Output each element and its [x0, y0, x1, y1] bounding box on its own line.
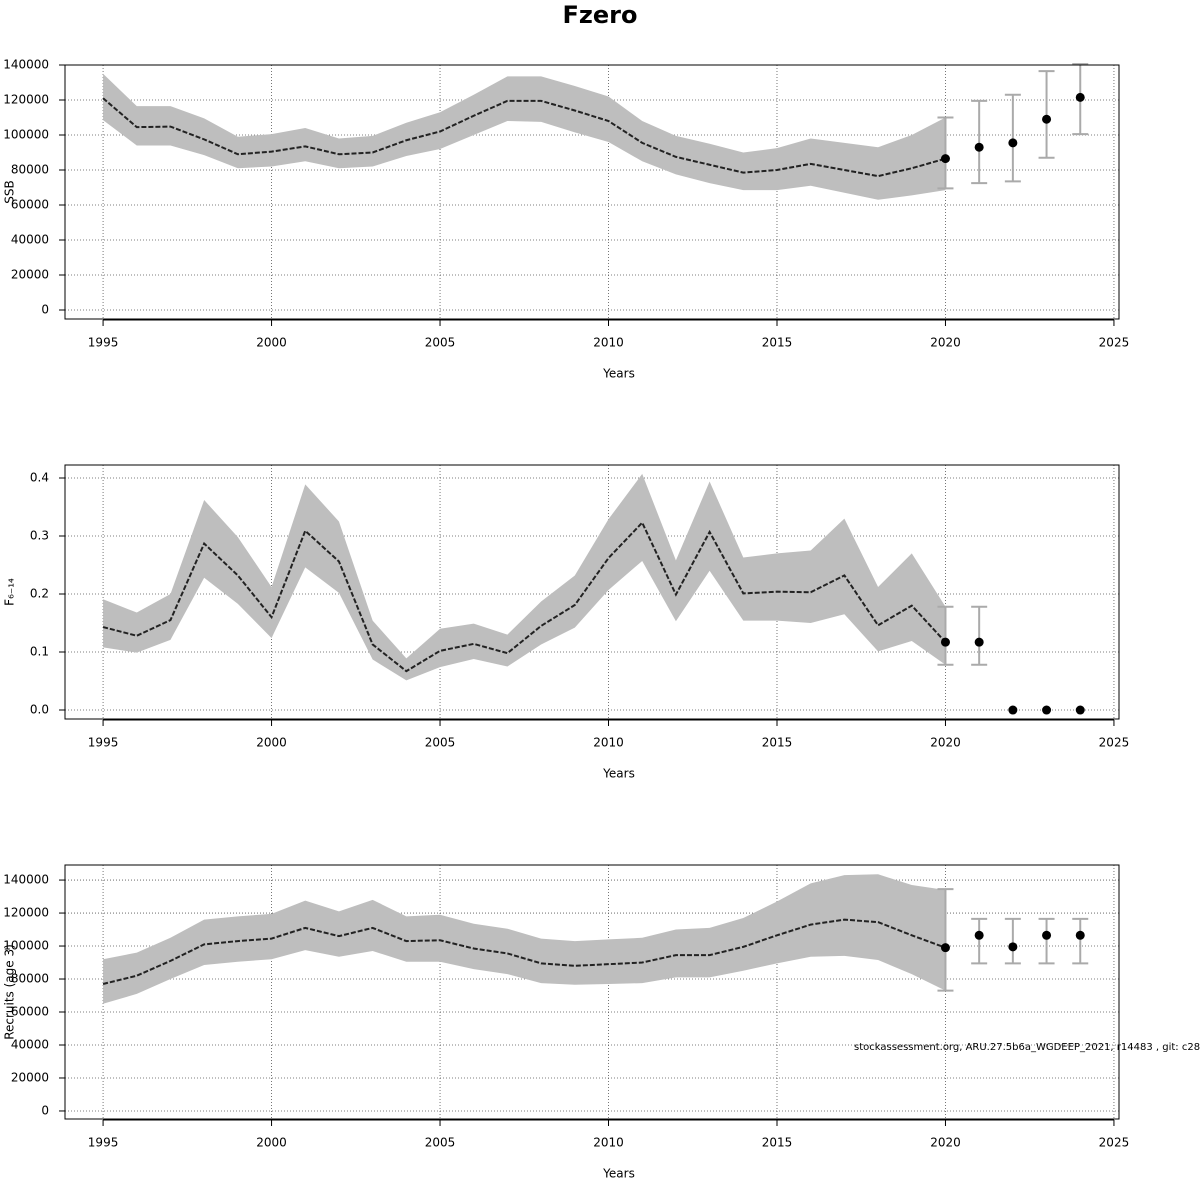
x-tick-label: 2005 — [425, 1136, 456, 1150]
y-tick-label: 0 — [41, 1103, 49, 1117]
x-axis-label: Years — [602, 767, 635, 781]
x-tick-label: 2020 — [930, 336, 961, 350]
estimate-line — [102, 520, 947, 673]
x-tick-label: 2000 — [256, 336, 287, 350]
y-tick-label: 0.4 — [30, 470, 49, 484]
x-tick-label: 2010 — [593, 736, 624, 750]
projection-point — [974, 930, 984, 940]
y-tick-label: 0.1 — [30, 645, 49, 659]
projection-point — [1042, 114, 1052, 124]
y-tick-label: 120000 — [3, 906, 49, 920]
projection — [937, 63, 1089, 190]
y-tick-label: 40000 — [11, 1037, 49, 1051]
y-tick-label: 120000 — [3, 92, 49, 106]
y-axis-label: Recruits (age 3) — [3, 944, 17, 1040]
x-axis-label: Years — [602, 367, 635, 381]
estimate-line — [102, 97, 946, 178]
y-tick-label: 40000 — [11, 232, 49, 246]
y-tick-label: 60000 — [11, 197, 49, 211]
x-tick-label: 1995 — [88, 736, 119, 750]
y-axis-label: F₆₋₁₄ — [3, 578, 17, 606]
x-tick-label: 2025 — [1099, 336, 1130, 350]
projection — [937, 605, 988, 666]
projection — [937, 888, 1089, 992]
y-tick-label: 80000 — [11, 162, 49, 176]
x-tick-label: 2000 — [256, 736, 287, 750]
y-tick-label: 0.2 — [30, 587, 49, 601]
projection-point — [1075, 705, 1085, 715]
x-tick-label: 2020 — [930, 1136, 961, 1150]
y-axis-label: SSB — [3, 180, 17, 203]
x-axis-label: Years — [602, 1167, 635, 1181]
plot-box — [64, 864, 1120, 1120]
confidence-band — [103, 73, 946, 200]
y-tick-label: 0 — [41, 302, 49, 316]
projection-point — [1042, 930, 1052, 940]
plot-box — [64, 464, 1120, 720]
confidence-band — [103, 473, 946, 681]
x-tick-label: 2015 — [762, 1136, 793, 1150]
projection-point — [1008, 705, 1018, 715]
x-tick-label: 2025 — [1099, 736, 1130, 750]
x-tick-label: 2025 — [1099, 1136, 1130, 1150]
projection-point — [974, 637, 984, 647]
projection-point — [940, 637, 950, 647]
projection-point — [940, 943, 950, 953]
plot-box — [64, 64, 1120, 320]
y-tick-label: 80000 — [11, 972, 49, 986]
projection-point — [1008, 942, 1018, 952]
y-tick-label: 20000 — [11, 267, 49, 281]
projection-point — [1008, 138, 1018, 148]
projection-point — [1075, 930, 1085, 940]
y-tick-label: 0.3 — [30, 528, 49, 542]
x-tick-label: 2010 — [593, 336, 624, 350]
x-tick-label: 2015 — [762, 736, 793, 750]
x-tick-label: 1995 — [88, 336, 119, 350]
x-tick-label: 2020 — [930, 736, 961, 750]
x-tick-label: 2005 — [425, 336, 456, 350]
x-tick-label: 2015 — [762, 336, 793, 350]
x-tick-label: 2000 — [256, 1136, 287, 1150]
y-tick-label: 140000 — [3, 58, 49, 72]
projection-point — [974, 142, 984, 152]
y-tick-label: 140000 — [3, 873, 49, 887]
x-tick-label: 1995 — [88, 1136, 119, 1150]
y-tick-label: 0.0 — [30, 703, 49, 717]
confidence-band — [103, 874, 946, 1004]
x-tick-label: 2010 — [593, 1136, 624, 1150]
y-tick-label: 20000 — [11, 1070, 49, 1084]
annotation: stockassessment.org, ARU.27.5b6a_WGDEEP_… — [854, 1042, 1200, 1053]
y-tick-label: 100000 — [3, 127, 49, 141]
projection-point — [940, 154, 950, 164]
estimate-line — [102, 918, 946, 985]
y-tick-label: 100000 — [3, 939, 49, 953]
projection-point — [1075, 92, 1085, 102]
y-tick-label: 60000 — [11, 1005, 49, 1019]
projection-point — [1042, 705, 1052, 715]
chart-title: Fzero — [563, 1, 638, 29]
x-tick-label: 2005 — [425, 736, 456, 750]
